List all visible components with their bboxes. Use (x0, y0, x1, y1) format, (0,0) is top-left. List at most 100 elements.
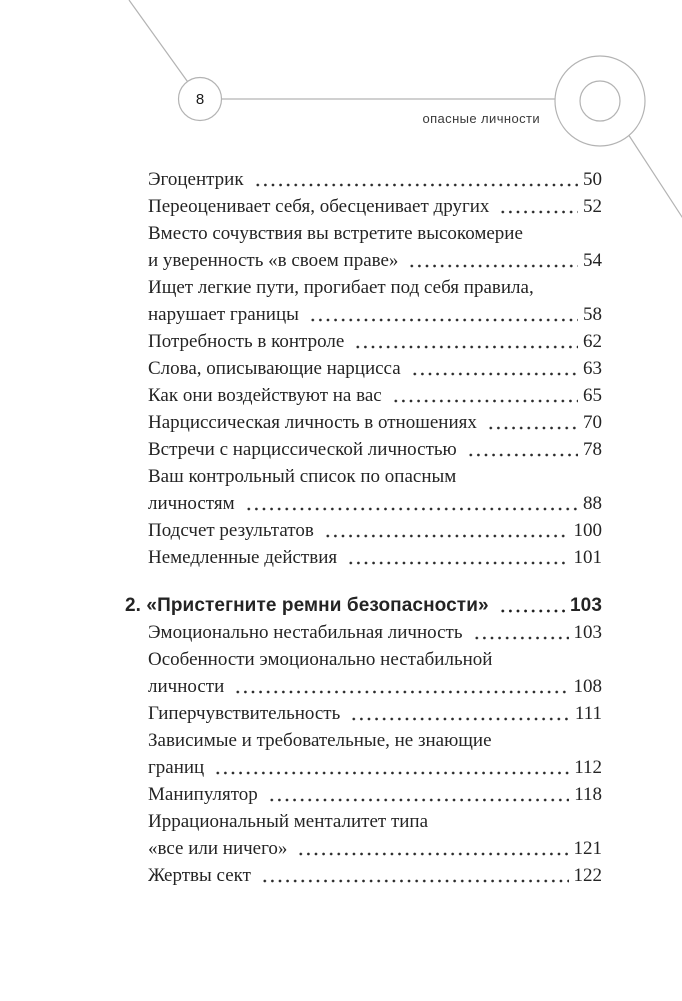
dot-leader (321, 517, 569, 544)
toc-entry-title: Нарциссическая личность в отношениях (148, 412, 477, 433)
toc-entry-page-number: 65 (583, 385, 602, 406)
toc-entry-title-line: Иррациональный менталитет типа (148, 811, 429, 832)
toc-entry-page-number: 112 (574, 757, 602, 778)
running-title: опасные личности (422, 111, 540, 126)
toc-entry-page-number: 54 (583, 250, 602, 271)
toc-entry-title: Встречи с нарциссической личностью (148, 439, 457, 460)
dot-leader (232, 673, 569, 700)
toc-entry-title: Переоценивает себя, обесценивает других (148, 196, 490, 217)
dot-leader (265, 781, 570, 808)
toc-entry[interactable]: Нарциссическая личность в отношениях 70 (148, 409, 602, 436)
toc-entry-row: Жертвы сект 122 (148, 862, 602, 889)
decorative-ring-outer (554, 55, 646, 147)
page-number: 8 (196, 91, 204, 108)
toc-entry-row: личностям 88 (148, 490, 602, 517)
toc-entry[interactable]: Слова, описывающие нарцисса 63 (148, 355, 602, 382)
toc-entry-title: личностям (148, 493, 235, 514)
toc-entry-row: Манипулятор 118 (148, 781, 602, 808)
toc-entry-page-number: 108 (573, 676, 603, 697)
toc-entry[interactable]: Иррациональный менталитет типа «все или … (148, 808, 602, 862)
dot-leader (251, 166, 578, 193)
toc-entry-title: Эгоцентрик (148, 169, 244, 190)
toc-entry-row: Эгоцентрик 50 (148, 166, 602, 193)
toc-entry-title-line: Ваш контрольный список по опасным (148, 466, 457, 487)
toc-entry[interactable]: Особенности эмоционально нестабильной ли… (148, 646, 602, 700)
toc-entry-row: Гиперчувствительность 111 (148, 700, 602, 727)
table-of-contents: Эгоцентрик 50 Переоценивает себя, обесце… (125, 166, 602, 889)
toc-entry-row: границ 112 (148, 754, 602, 781)
toc-entry-title: Немедленные действия (148, 547, 338, 568)
toc-entry-row: «все или ничего» 121 (148, 835, 602, 862)
toc-entry-page-number: 122 (573, 865, 603, 886)
toc-entry-row: Встречи с нарциссической личностью 78 (148, 436, 602, 463)
dot-leader (470, 619, 569, 646)
toc-entry-title: 2. «Пристегните ремни безопасности» (125, 595, 489, 616)
toc-entry-title-line: Особенности эмоционально нестабильной (148, 649, 493, 670)
toc-entry-title: личности (148, 676, 225, 697)
toc-entry-page-number: 63 (583, 358, 602, 379)
toc-entry[interactable]: 2. «Пристегните ремни безопасности» 103 (125, 592, 602, 619)
toc-entry-page-number: 111 (574, 703, 602, 724)
toc-entry-row: Слова, описывающие нарцисса 63 (148, 355, 602, 382)
toc-entry[interactable]: Подсчет результатов 100 (148, 517, 602, 544)
dot-leader (497, 193, 578, 220)
toc-entry[interactable]: Гиперчувствительность 111 (148, 700, 602, 727)
toc-entry[interactable]: Переоценивает себя, обесценивает других … (148, 193, 602, 220)
dot-leader (295, 835, 569, 862)
decorative-ring-inner (579, 80, 621, 122)
toc-entry[interactable]: Как они воздействуют на вас 65 (148, 382, 602, 409)
toc-entry-page-number: 58 (583, 304, 602, 325)
dot-leader (345, 544, 569, 571)
toc-entry-title: Жертвы сект (148, 865, 251, 886)
toc-entry-page-number: 100 (573, 520, 603, 541)
toc-entry[interactable]: Эгоцентрик 50 (148, 166, 602, 193)
toc-entry-row: Нарциссическая личность в отношениях 70 (148, 409, 602, 436)
toc-entry-row: личности 108 (148, 673, 602, 700)
toc-entry-title: Подсчет результатов (148, 520, 314, 541)
toc-entry[interactable]: Потребность в контроле 62 (148, 328, 602, 355)
toc-entry-title: нарушает границы (148, 304, 299, 325)
toc-entry-title: Слова, описывающие нарцисса (148, 358, 401, 379)
toc-entry-row: Немедленные действия 101 (148, 544, 602, 571)
dot-leader (484, 409, 578, 436)
toc-entry[interactable]: Манипулятор 118 (148, 781, 602, 808)
toc-entry-row: Как они воздействуют на вас 65 (148, 382, 602, 409)
toc-entry-row: Потребность в контроле 62 (148, 328, 602, 355)
toc-entry[interactable]: Вместо сочувствия вы встретите высокомер… (148, 220, 602, 274)
dot-leader (496, 592, 565, 619)
toc-entry-title-line: Зависимые и требовательные, не знающие (148, 730, 492, 751)
dot-leader (352, 328, 578, 355)
toc-entry-title: Эмоционально нестабильная личность (148, 622, 463, 643)
toc-entry[interactable]: Встречи с нарциссической личностью 78 (148, 436, 602, 463)
toc-entry-title: и уверенность «в своем праве» (148, 250, 399, 271)
toc-entry-page-number: 101 (573, 547, 603, 568)
toc-entry-page-number: 78 (583, 439, 602, 460)
toc-entry[interactable]: Зависимые и требовательные, не знающие г… (148, 727, 602, 781)
toc-entry[interactable]: Ваш контрольный список по опасным личнос… (148, 463, 602, 517)
toc-entry[interactable]: Ищет легкие пути, прогибает под себя пра… (148, 274, 602, 328)
dot-leader (406, 247, 578, 274)
toc-entry[interactable]: Немедленные действия 101 (148, 544, 602, 571)
toc-entry-row: и уверенность «в своем праве» 54 (148, 247, 602, 274)
toc-entry-row: Переоценивает себя, обесценивает других … (148, 193, 602, 220)
toc-entry-page-number: 62 (583, 331, 602, 352)
dot-leader (348, 700, 570, 727)
toc-entry-page-number: 52 (583, 196, 602, 217)
toc-entry-page-number: 70 (583, 412, 602, 433)
dot-leader (212, 754, 570, 781)
decorative-diagonal-line-right (627, 133, 682, 219)
toc-entry-row: Подсчет результатов 100 (148, 517, 602, 544)
toc-entry-page-number: 88 (583, 493, 602, 514)
toc-entry-title: Потребность в контроле (148, 331, 345, 352)
toc-entry-page-number: 50 (583, 169, 602, 190)
dot-leader (464, 436, 578, 463)
toc-entry[interactable]: Жертвы сект 122 (148, 862, 602, 889)
dot-leader (306, 301, 578, 328)
toc-entry-page-number: 121 (573, 838, 603, 859)
toc-entry-row: 2. «Пристегните ремни безопасности» 103 (125, 592, 602, 619)
toc-entry-row: Эмоционально нестабильная личность 103 (148, 619, 602, 646)
toc-entry-title: Как они воздействуют на вас (148, 385, 382, 406)
toc-entry[interactable]: Эмоционально нестабильная личность 103 (148, 619, 602, 646)
toc-entry-page-number: 103 (569, 595, 602, 616)
